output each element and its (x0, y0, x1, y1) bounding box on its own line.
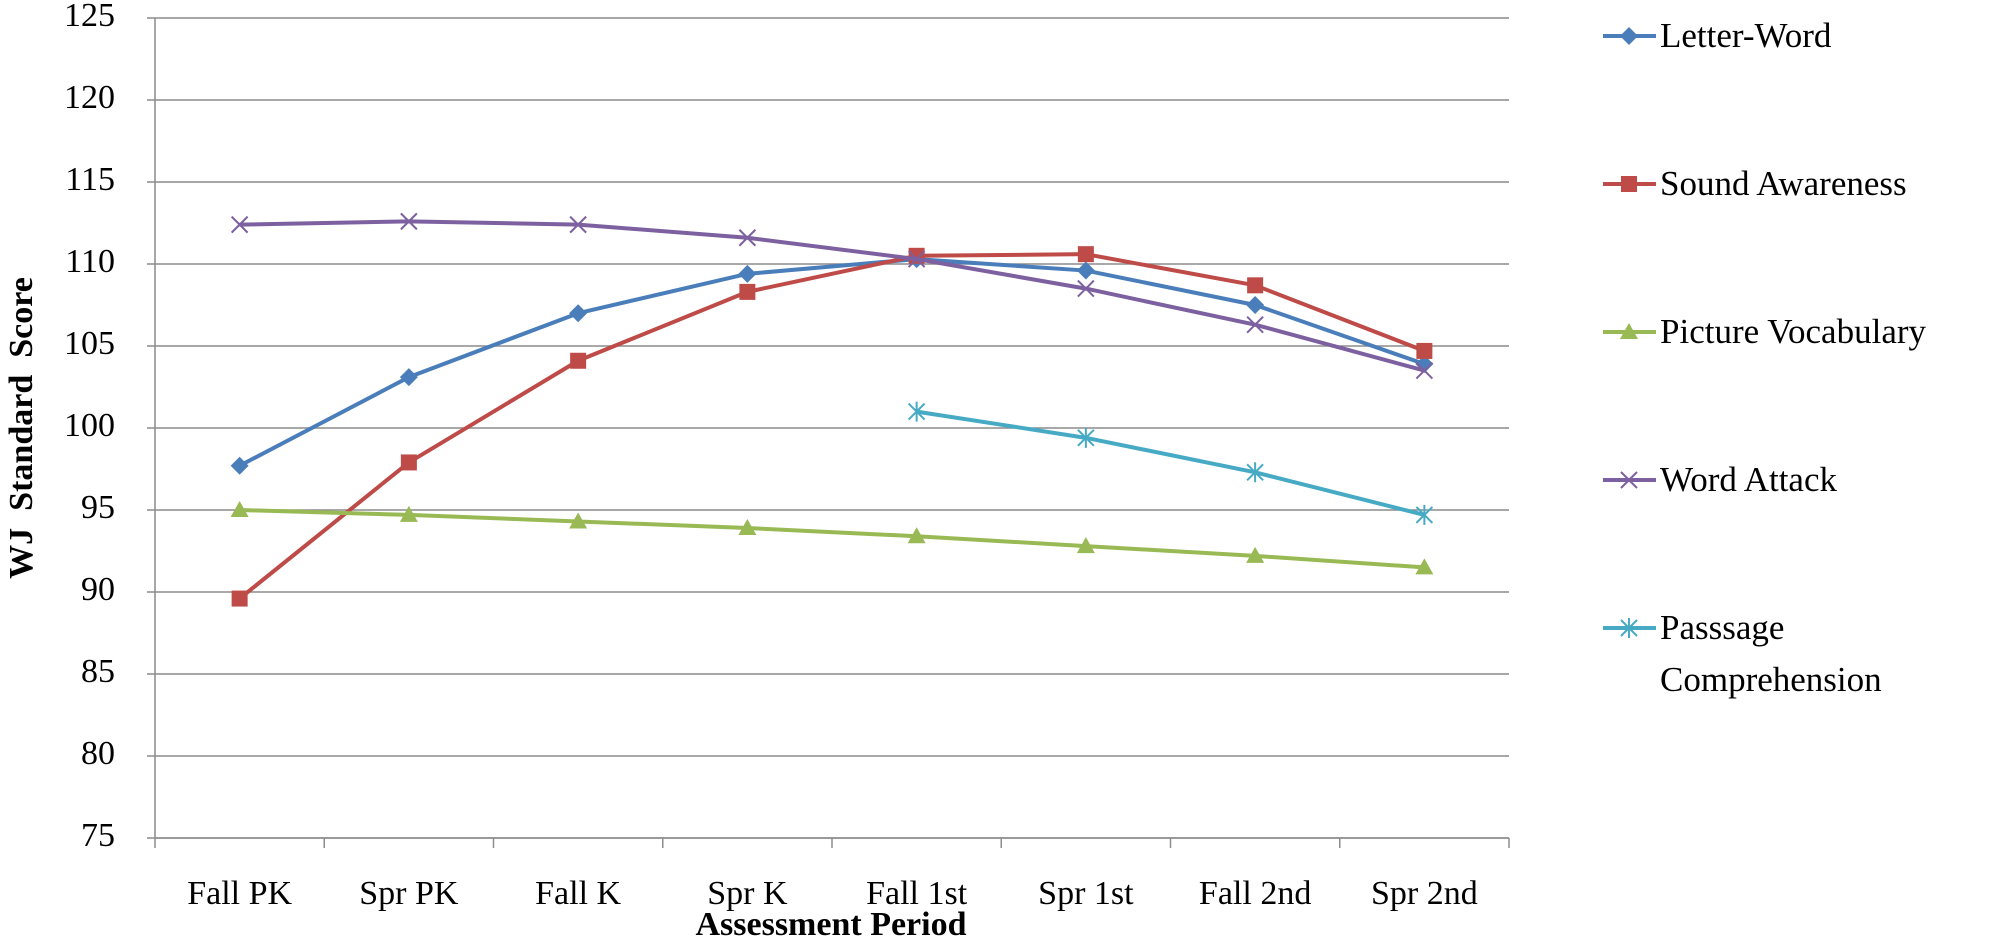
x-tick-label: Fall PK (187, 875, 292, 912)
series-line (238, 252, 1426, 601)
y-tick-label: 115 (65, 161, 115, 198)
marker (1246, 315, 1264, 334)
marker (1415, 361, 1434, 380)
marker (399, 505, 418, 522)
y-tick-label: 110 (65, 243, 115, 280)
marker (1077, 279, 1095, 298)
marker (1415, 558, 1434, 575)
marker (1620, 471, 1638, 489)
marker (1620, 27, 1638, 45)
y-tick-label: 125 (64, 0, 115, 34)
marker (907, 401, 926, 422)
x-tick-label: Fall 1st (866, 875, 968, 912)
marker (907, 527, 926, 544)
x-tick-label: Spr K (707, 875, 788, 912)
marker (399, 368, 418, 387)
x-tick-label: Fall 2nd (1199, 875, 1311, 912)
marker (1620, 618, 1638, 638)
marker (1077, 427, 1095, 448)
series-line (238, 257, 1426, 468)
y-tick-label: 120 (64, 79, 115, 116)
legend-label: Passsage Comprehension (1660, 608, 1882, 699)
marker (231, 590, 248, 607)
y-tick-label: 85 (81, 653, 115, 690)
y-tick-label: 90 (81, 571, 115, 608)
x-tick-label: Spr 1st (1038, 875, 1134, 912)
marker (569, 512, 588, 529)
marker (1246, 546, 1265, 563)
y-tick-label: 100 (64, 407, 115, 444)
marker (1076, 537, 1095, 554)
marker (739, 283, 756, 300)
series-line (239, 219, 1425, 373)
marker (230, 501, 249, 517)
series-line (916, 409, 1425, 517)
x-axis-title: Assessment Period (695, 906, 966, 943)
y-tick-label: 80 (81, 735, 115, 772)
x-tick-label: Spr 2nd (1371, 875, 1478, 912)
legend-label: Sound Awareness (1660, 164, 1907, 203)
marker (1620, 323, 1638, 339)
marker (400, 454, 417, 471)
marker (1076, 261, 1095, 280)
marker (738, 229, 757, 247)
marker (1621, 176, 1637, 192)
marker (570, 352, 587, 369)
x-tick-label: Spr PK (359, 875, 459, 912)
marker (1246, 296, 1265, 314)
marker (1247, 277, 1264, 294)
marker (400, 212, 418, 231)
marker (569, 215, 587, 234)
y-axis-title: WJ Standard Score (3, 277, 40, 579)
marker (230, 456, 249, 475)
marker (1077, 246, 1094, 263)
y-tick-label: 105 (64, 325, 115, 362)
legend-label: Word Attack (1660, 460, 1837, 499)
marker (1246, 462, 1264, 483)
marker (738, 264, 757, 283)
marker (569, 304, 588, 323)
marker (738, 519, 757, 536)
x-tick-label: Fall K (535, 875, 621, 912)
legend-label: Letter-Word (1660, 16, 1832, 55)
legend-label: Picture Vocabulary (1660, 312, 1927, 351)
marker (907, 250, 926, 268)
marker (1415, 504, 1434, 525)
y-tick-label: 95 (81, 489, 115, 526)
marker (230, 215, 249, 234)
marker (1416, 342, 1433, 359)
y-tick-label: 75 (81, 817, 115, 854)
series-line (239, 508, 1425, 570)
